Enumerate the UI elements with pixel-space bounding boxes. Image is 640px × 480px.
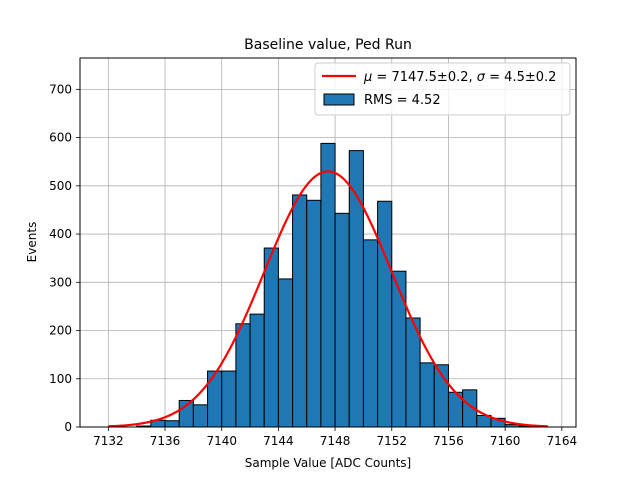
histogram-bars <box>136 142 549 428</box>
histogram-bar <box>377 200 393 428</box>
legend-fit-label: μ = 7147.5±0.2, σ = 4.5±0.2 <box>363 70 556 85</box>
plot-frame <box>79 57 577 428</box>
y-tick-label: 0 <box>64 420 72 434</box>
x-tick-label: 7164 <box>547 434 578 448</box>
histogram-bar <box>235 323 251 428</box>
x-tick-label: 7156 <box>433 434 464 448</box>
x-tick-label: 7152 <box>376 434 407 448</box>
y-tick-label: 600 <box>49 131 72 145</box>
x-tick-label: 7160 <box>490 434 521 448</box>
y-tick-label: 400 <box>49 227 72 241</box>
legend-box <box>314 62 571 116</box>
x-tick-label: 7132 <box>93 434 124 448</box>
legend-mu-symbol: μ <box>363 70 372 85</box>
histogram-bar <box>292 194 308 428</box>
y-tick-label: 300 <box>49 275 72 289</box>
histogram-bar <box>391 270 407 428</box>
legend-mu-value: = 7147.5±0.2, <box>372 70 476 85</box>
legend-hist-swatch <box>323 93 355 106</box>
legend-hist-label: RMS = 4.52 <box>364 93 441 108</box>
chart-title: Baseline value, Ped Run <box>244 37 412 53</box>
histogram-bar <box>320 142 336 428</box>
legend-sigma-value: = 4.5±0.2 <box>485 70 556 85</box>
legend: μ = 7147.5±0.2, σ = 4.5±0.2 RMS = 4.52 <box>314 62 571 116</box>
histogram-bar <box>164 420 180 428</box>
x-axis-ticks: 7132 7136 7140 7144 7148 7152 7156 7160 7164 <box>93 427 577 448</box>
gaussian-fit-curve <box>108 170 548 428</box>
y-axis-label: Events <box>25 222 39 263</box>
y-tick-label: 700 <box>49 82 72 96</box>
histogram-bar <box>207 370 223 428</box>
histogram-bar <box>419 362 435 428</box>
histogram-bar <box>263 247 279 428</box>
y-tick-label: 500 <box>49 179 72 193</box>
x-tick-label: 7148 <box>320 434 351 448</box>
histogram-bar <box>348 150 364 428</box>
y-tick-label: 100 <box>49 372 72 386</box>
x-tick-label: 7140 <box>206 434 237 448</box>
histogram-bar <box>306 199 322 428</box>
legend-sigma-symbol: σ <box>477 70 486 85</box>
histogram-bar <box>334 212 350 428</box>
histogram-bar <box>249 313 265 428</box>
histogram-bar <box>277 278 294 428</box>
y-tick-label: 200 <box>49 324 72 338</box>
histogram-bar <box>192 404 209 428</box>
x-axis-label: Sample Value [ADC Counts] <box>245 456 411 470</box>
x-tick-label: 7144 <box>263 434 294 448</box>
histogram-bar <box>221 370 237 428</box>
histogram-bar <box>362 239 379 428</box>
y-axis-ticks: 0 100 200 300 400 500 600 700 <box>49 82 80 434</box>
x-tick-label: 7136 <box>150 434 181 448</box>
plot-area: 7132 7136 7140 7144 7148 7152 7156 7160 7164 0 10… <box>49 57 577 448</box>
